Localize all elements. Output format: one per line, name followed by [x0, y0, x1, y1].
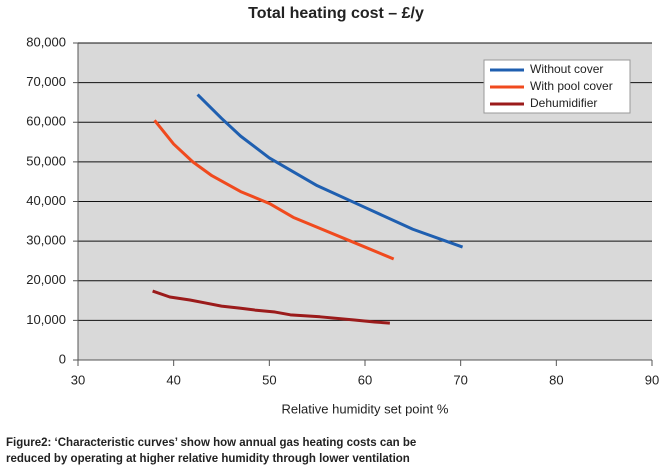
- data-line: [152, 289, 390, 325]
- x-tick-label: 90: [645, 372, 659, 387]
- x-tick-label: 30: [71, 372, 85, 387]
- y-tick-label: 50,000: [26, 153, 66, 168]
- y-tick-label: 40,000: [26, 193, 66, 208]
- caption: Figure2: ‘Characteristic curves’ show ho…: [6, 437, 416, 449]
- y-tick-label: 60,000: [26, 114, 66, 129]
- y-tick-label: 70,000: [26, 74, 66, 89]
- legend-label: Dehumidifier: [530, 96, 597, 110]
- x-tick-label: 50: [262, 372, 276, 387]
- x-tick-label: 40: [166, 372, 180, 387]
- x-tick-label: 70: [453, 372, 467, 387]
- y-tick-label: 10,000: [26, 312, 66, 327]
- y-tick-label: 30,000: [26, 233, 66, 248]
- y-tick-label: 80,000: [26, 34, 66, 49]
- y-tick-label: 0: [59, 351, 66, 366]
- caption: reduced by operating at higher relative …: [6, 453, 410, 465]
- data-line: [196, 93, 464, 249]
- x-axis-label: Relative humidity set point %: [282, 401, 449, 416]
- chart-title: Total heating cost – £/y: [248, 5, 424, 22]
- legend-label: Without cover: [530, 62, 603, 76]
- y-tick-label: 20,000: [26, 272, 66, 287]
- x-tick-label: 80: [549, 372, 563, 387]
- data-line: [153, 119, 395, 261]
- legend-label: With pool cover: [530, 79, 613, 93]
- x-tick-label: 60: [358, 372, 372, 387]
